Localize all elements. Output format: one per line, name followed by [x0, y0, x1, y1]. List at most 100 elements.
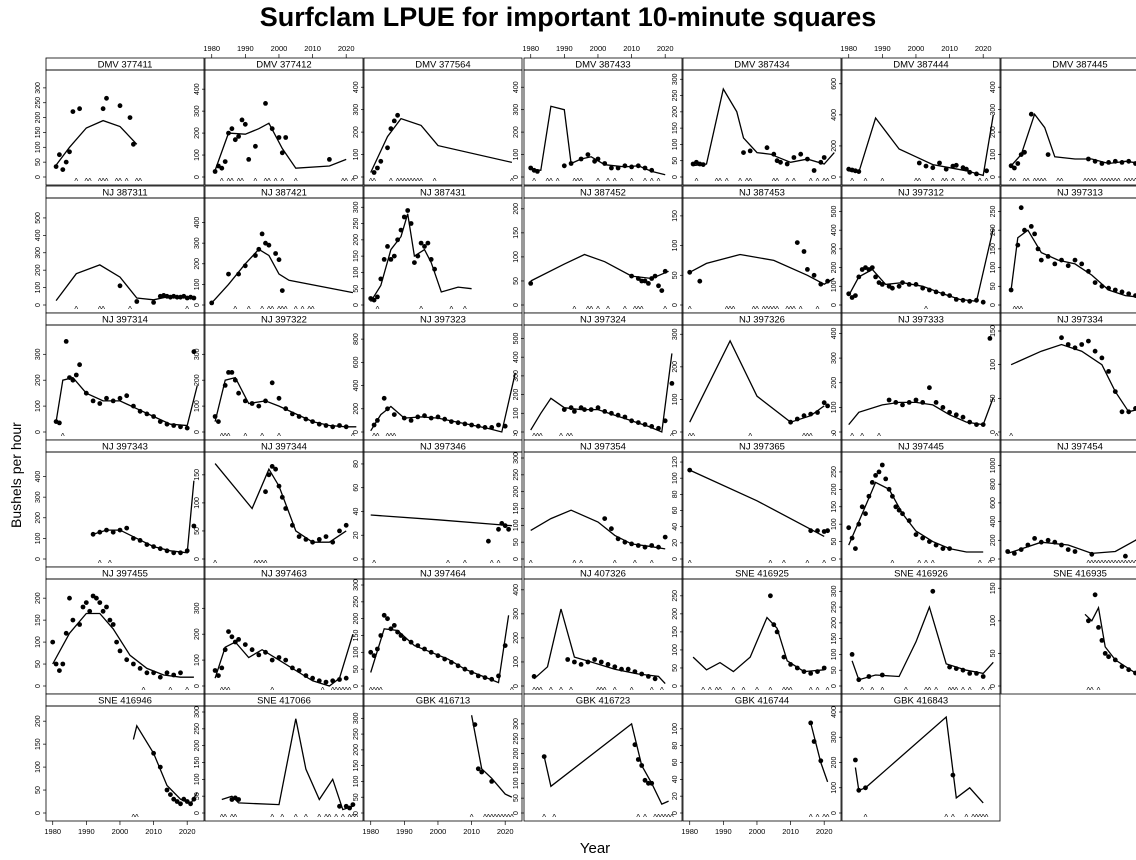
data-point: [1015, 161, 1021, 166]
rug-mark: ^: [640, 305, 644, 314]
data-point: [256, 246, 262, 252]
data-point: [1119, 664, 1125, 669]
y-tick-label: 120: [672, 456, 679, 468]
data-point: [418, 240, 424, 246]
rug-mark: ^: [321, 686, 325, 695]
rug-mark: ^: [792, 177, 796, 186]
data-point: [856, 274, 862, 280]
data-point: [87, 608, 93, 614]
rug-mark: ^: [101, 305, 105, 314]
rug-mark: ^: [725, 305, 729, 314]
rug-mark: ^: [1090, 686, 1094, 695]
data-point: [1035, 246, 1041, 252]
panel-label: NJ 397454: [1057, 442, 1103, 453]
rug-mark: ^: [826, 686, 830, 695]
rug-mark: ^: [243, 432, 247, 441]
rug-mark: ^: [951, 813, 955, 822]
rug-mark: ^: [1039, 177, 1043, 186]
data-point: [1099, 161, 1105, 166]
data-point: [428, 415, 434, 421]
y-tick-label: 300: [831, 731, 838, 743]
data-point: [1133, 670, 1136, 676]
data-point: [642, 544, 648, 550]
data-point: [1079, 342, 1085, 347]
rug-mark: ^: [549, 177, 553, 186]
data-point: [412, 260, 417, 265]
rug-mark: ^: [981, 686, 985, 695]
panel-label: NJ 397312: [898, 188, 944, 199]
panel-frame: [1000, 578, 1136, 695]
data-point: [1126, 667, 1132, 673]
y-tick-label: 80: [353, 460, 360, 468]
panel-label: NJ 397463: [261, 569, 307, 580]
data-point: [310, 675, 315, 681]
data-point: [385, 145, 390, 151]
rug-mark: ^: [379, 686, 383, 695]
y-tick-label: 0: [990, 684, 997, 688]
rug-mark: ^: [981, 813, 985, 822]
smooth-line: [370, 372, 516, 433]
data-point: [472, 722, 478, 727]
data-point: [1079, 261, 1085, 267]
data-point: [595, 156, 601, 162]
data-point: [846, 525, 852, 531]
y-tick-label: 20: [672, 792, 679, 800]
data-point: [422, 413, 427, 419]
rug-mark: ^: [220, 177, 224, 186]
data-point: [1123, 553, 1128, 559]
data-point: [893, 400, 899, 405]
data-point: [229, 126, 235, 132]
rug-mark: ^: [573, 305, 577, 314]
rug-mark: ^: [227, 686, 231, 695]
data-point: [811, 739, 817, 744]
panel-frame: [682, 197, 842, 314]
data-point: [266, 472, 272, 478]
data-point: [896, 507, 902, 513]
panel-frame: [45, 324, 205, 441]
x-tick-label: 1990: [396, 827, 413, 836]
data-point: [191, 295, 197, 301]
rug-mark: ^: [931, 177, 935, 186]
rug-mark: ^: [220, 686, 224, 695]
smooth-line: [55, 376, 198, 427]
rug-mark: ^: [267, 305, 271, 314]
rug-mark: ^: [1127, 177, 1131, 186]
rug-mark: ^: [284, 305, 288, 314]
rug-mark: ^: [536, 432, 540, 441]
y-tick-label: 0: [194, 557, 201, 561]
data-point: [388, 257, 394, 262]
rug-mark: ^: [98, 305, 102, 314]
data-point: [635, 420, 641, 425]
data-point: [269, 657, 275, 663]
data-point: [236, 271, 242, 277]
data-point: [947, 546, 952, 551]
rug-mark: ^: [975, 813, 979, 822]
rug-mark: ^: [809, 686, 813, 695]
rug-mark: ^: [880, 686, 884, 695]
y-tick-label: 250: [513, 469, 520, 481]
rug-mark: ^: [755, 305, 759, 314]
y-tick-label: 200: [194, 258, 201, 270]
data-point: [290, 665, 295, 671]
data-point: [632, 669, 638, 674]
smooth-line: [854, 715, 984, 804]
rug-mark: ^: [782, 686, 786, 695]
data-point: [582, 407, 587, 412]
y-tick-label: 200: [353, 126, 360, 138]
y-tick-label: 60: [672, 759, 679, 767]
data-point: [849, 652, 855, 657]
data-point: [378, 158, 384, 164]
y-tick-label: 150: [35, 738, 42, 750]
rug-mark: ^: [728, 305, 732, 314]
y-tick-label: 100: [672, 723, 679, 735]
y-tick-label: 200: [990, 534, 997, 546]
smooth-line: [810, 722, 829, 783]
rug-mark: ^: [328, 813, 332, 822]
data-point: [1065, 342, 1071, 347]
y-tick-label: 100: [831, 401, 838, 413]
panel-label: SNE 416926: [894, 569, 948, 580]
y-tick-label: 40: [353, 507, 360, 515]
data-point: [171, 796, 177, 802]
data-point: [1092, 348, 1098, 354]
data-point: [212, 169, 218, 174]
